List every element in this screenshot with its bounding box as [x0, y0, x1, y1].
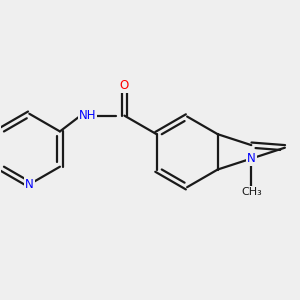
Text: O: O	[120, 79, 129, 92]
Text: N: N	[247, 152, 256, 165]
Text: N: N	[25, 178, 34, 191]
Text: NH: NH	[79, 109, 96, 122]
Text: CH₃: CH₃	[241, 187, 262, 197]
